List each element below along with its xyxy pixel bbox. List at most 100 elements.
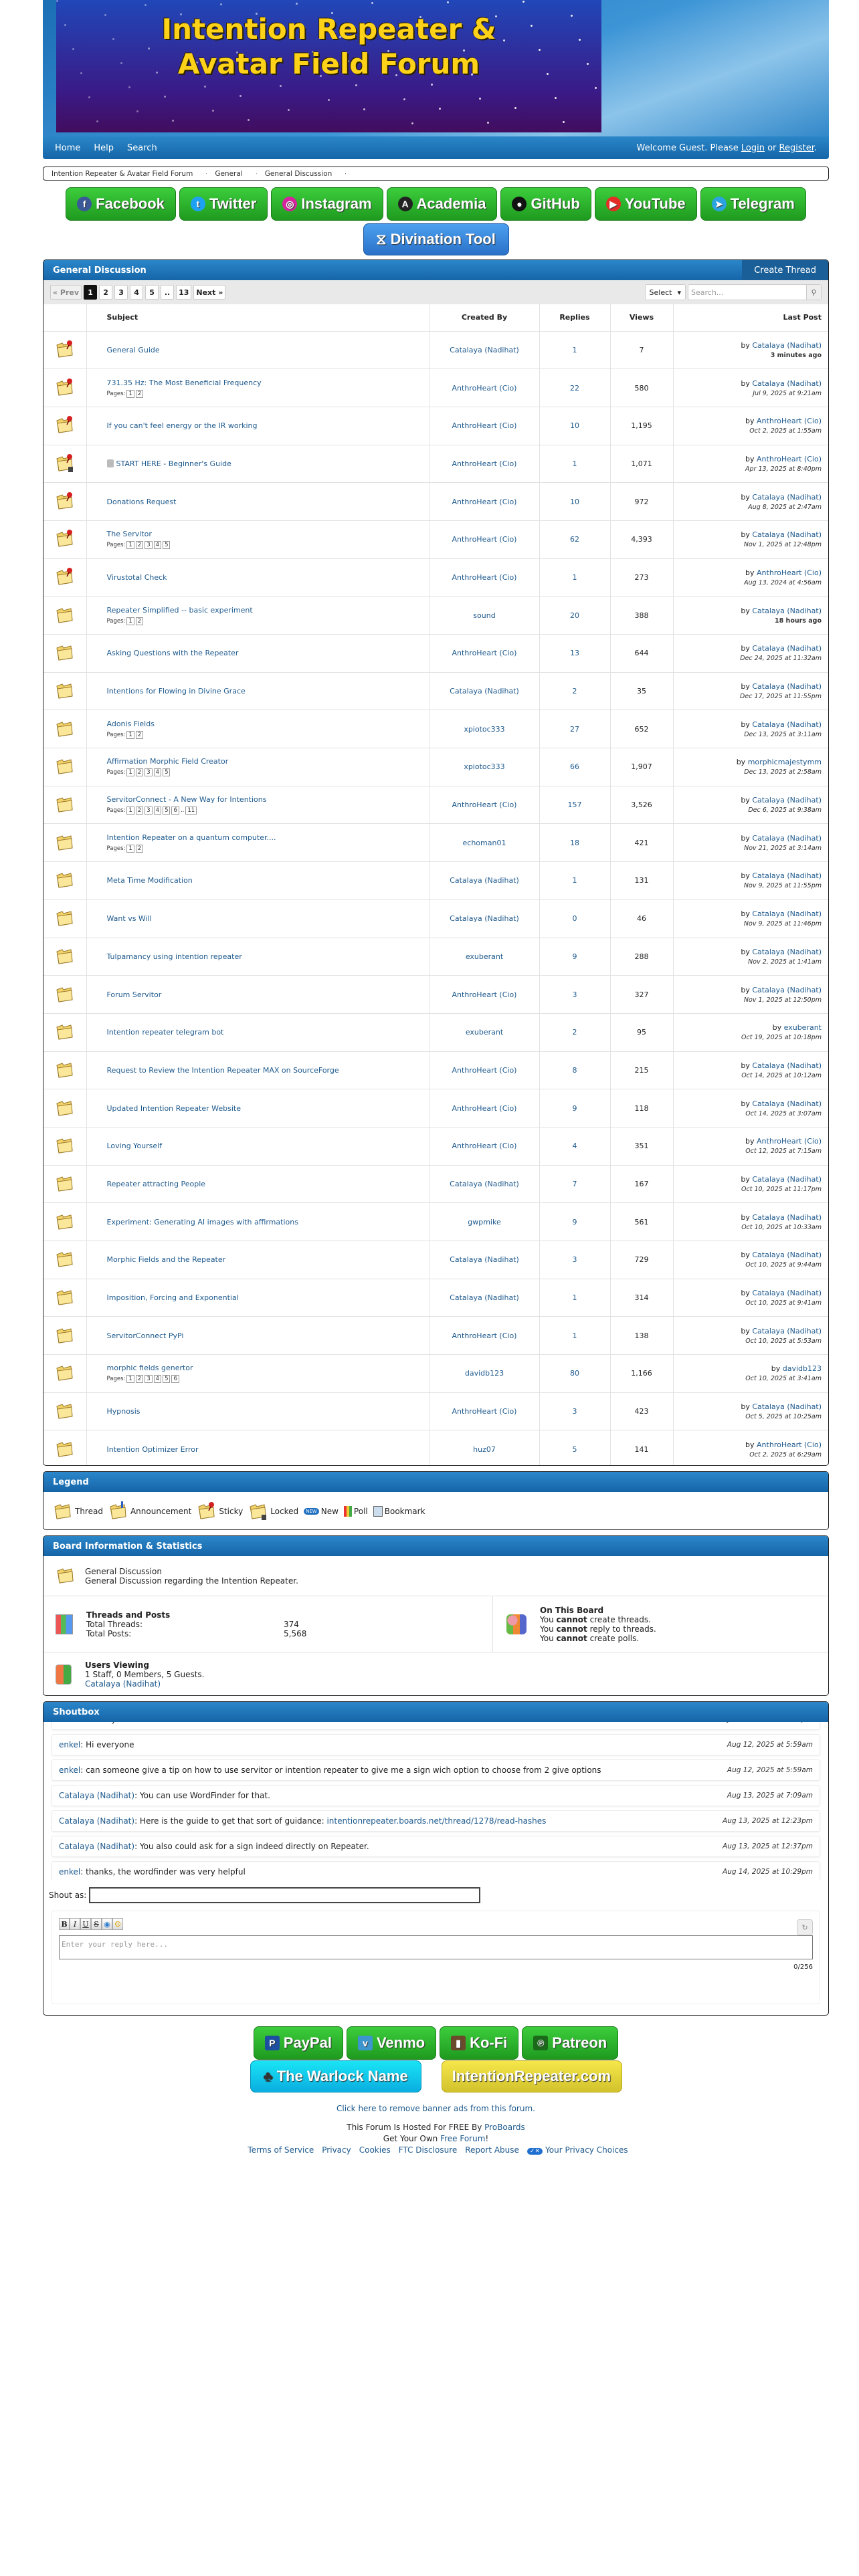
replies-link[interactable]: 0	[572, 914, 577, 924]
thread-title-link[interactable]: Request to Review the Intention Repeater…	[106, 1065, 339, 1075]
last-post-time[interactable]: Oct 10, 2025 at 9:44am	[745, 1261, 822, 1269]
replies-link[interactable]: 157	[567, 800, 582, 810]
page-2[interactable]: 2	[99, 285, 113, 300]
last-poster-link[interactable]: AnthroHeart (Cio)	[757, 1137, 822, 1146]
thread-title-link[interactable]: Intention Repeater on a quantum computer…	[106, 833, 276, 842]
thread-page-link[interactable]: 1	[126, 768, 134, 777]
replies-link[interactable]: 7	[572, 1179, 577, 1188]
shout-user-link[interactable]: Catalaya (Nadihat)	[59, 1842, 135, 1851]
thread-page-link[interactable]: 4	[153, 541, 162, 550]
thread-title-link[interactable]: Donations Request	[106, 497, 177, 506]
last-post-time[interactable]: Oct 10, 2025 at 9:41am	[745, 1299, 822, 1307]
last-post-time[interactable]: Nov 1, 2025 at 12:50pm	[743, 996, 822, 1004]
replies-link[interactable]: 66	[570, 762, 579, 772]
last-post-time[interactable]: Dec 13, 2025 at 2:58am	[744, 768, 822, 776]
last-poster-link[interactable]: Catalaya (Nadihat)	[752, 379, 822, 388]
thread-title-link[interactable]: Repeater Simplified -- basic experiment	[106, 605, 253, 615]
last-poster-link[interactable]: Catalaya (Nadihat)	[752, 1061, 822, 1070]
last-poster-link[interactable]: Catalaya (Nadihat)	[752, 909, 822, 919]
last-post-time[interactable]: Oct 12, 2025 at 7:15am	[745, 1148, 822, 1156]
thread-page-link[interactable]: 3	[145, 541, 153, 550]
thread-page-link[interactable]: 2	[135, 844, 144, 853]
thread-page-link[interactable]: 1	[126, 730, 134, 739]
thread-title-link[interactable]: Adonis Fields	[106, 719, 155, 728]
thread-title-link[interactable]: Virustotal Check	[106, 572, 167, 582]
creator-link[interactable]: davidb123	[464, 1369, 504, 1378]
replies-link[interactable]: 2	[572, 1028, 577, 1037]
nav-home[interactable]: Home	[55, 142, 81, 153]
thread-title-link[interactable]: Intention repeater telegram bot	[106, 1028, 224, 1037]
page-5[interactable]: 5	[145, 285, 159, 300]
creator-link[interactable]: exuberant	[465, 1028, 504, 1037]
creator-link[interactable]: Catalaya (Nadihat)	[450, 914, 519, 924]
replies-link[interactable]: 9	[572, 952, 577, 961]
thread-page-link[interactable]: 1	[126, 389, 134, 398]
thread-page-link[interactable]: 2	[135, 768, 144, 777]
refresh-icon[interactable]: ↻	[797, 1919, 813, 1935]
bold-button[interactable]: B	[59, 1918, 70, 1930]
col-created-by[interactable]: Created By	[430, 304, 540, 332]
replies-link[interactable]: 2	[572, 687, 577, 696]
last-post-time[interactable]: Oct 2, 2025 at 6:29am	[749, 1451, 822, 1459]
creator-link[interactable]: echoman01	[462, 838, 506, 847]
thread-title-link[interactable]: ServitorConnect - A New Way for Intentio…	[106, 795, 267, 804]
venmo-button[interactable]: v Venmo	[346, 2026, 437, 2060]
creator-link[interactable]: Catalaya (Nadihat)	[450, 1255, 519, 1265]
last-post-time[interactable]: Oct 10, 2025 at 5:53am	[745, 1337, 822, 1345]
col-last-post[interactable]: Last Post	[673, 304, 828, 332]
thread-title-link[interactable]: Tulpamancy using intention repeater	[106, 952, 242, 961]
thread-page-link[interactable]: 3	[145, 807, 153, 815]
last-poster-link[interactable]: Catalaya (Nadihat)	[752, 1402, 822, 1412]
last-poster-link[interactable]: davidb123	[782, 1364, 822, 1374]
nav-search[interactable]: Search	[127, 142, 157, 153]
replies-link[interactable]: 1	[572, 572, 577, 582]
thread-title-link[interactable]: Loving Yourself	[106, 1142, 163, 1151]
thread-page-link[interactable]: 1	[126, 807, 134, 815]
replies-link[interactable]: 10	[570, 421, 579, 431]
telegram-button[interactable]: ➤ Telegram	[700, 187, 806, 221]
creator-link[interactable]: AnthroHeart (Cio)	[452, 1407, 517, 1416]
shout-user-link[interactable]: Catalaya (Nadihat)	[59, 1791, 135, 1800]
last-poster-link[interactable]: Catalaya (Nadihat)	[752, 340, 822, 350]
thread-title-link[interactable]: If you can't feel energy or the IR worki…	[106, 421, 258, 431]
last-poster-link[interactable]: Catalaya (Nadihat)	[752, 530, 822, 540]
last-post-time[interactable]: Oct 10, 2025 at 3:41am	[745, 1375, 822, 1383]
thread-page-link[interactable]: 11	[185, 807, 197, 815]
thread-page-link[interactable]: 2	[135, 807, 144, 815]
last-post-time[interactable]: Apr 13, 2025 at 8:40pm	[745, 465, 822, 473]
thread-title-link[interactable]: START HERE - Beginner's Guide	[116, 459, 231, 468]
shout-user-link[interactable]: Catalaya (Nadihat)	[59, 1816, 135, 1826]
replies-link[interactable]: 1	[572, 876, 577, 885]
last-poster-link[interactable]: Catalaya (Nadihat)	[752, 833, 822, 843]
last-post-time[interactable]: Dec 6, 2025 at 9:38am	[748, 807, 822, 815]
creator-link[interactable]: xpiotoc333	[464, 762, 505, 772]
creator-link[interactable]: AnthroHeart (Cio)	[452, 990, 517, 999]
thread-title-link[interactable]: Affirmation Morphic Field Creator	[106, 757, 229, 766]
shout-user-link[interactable]: enkel	[59, 1867, 81, 1876]
remove-ads-link[interactable]: Click here to remove banner ads from thi…	[337, 2104, 535, 2113]
creator-link[interactable]: AnthroHeart (Cio)	[452, 383, 517, 393]
privacy-choices-link[interactable]: Your Privacy Choices	[545, 2145, 628, 2155]
creator-link[interactable]: AnthroHeart (Cio)	[452, 1142, 517, 1151]
last-post-time[interactable]: Oct 5, 2025 at 10:25am	[745, 1413, 822, 1421]
forum-banner-logo[interactable]: Intention Repeater & Avatar Field Forum	[56, 0, 601, 132]
thread-page-link[interactable]: 2	[135, 1375, 144, 1384]
thread-page-link[interactable]: 5	[163, 541, 171, 550]
thread-page-link[interactable]: 3	[145, 1375, 153, 1384]
replies-link[interactable]: 20	[570, 611, 579, 620]
replies-link[interactable]: 3	[572, 1255, 577, 1265]
last-post-time[interactable]: Nov 2, 2025 at 1:41am	[748, 958, 822, 966]
last-post-time[interactable]: Dec 17, 2025 at 11:55pm	[740, 693, 822, 701]
creator-link[interactable]: AnthroHeart (Cio)	[452, 1103, 517, 1113]
thread-title-link[interactable]: Meta Time Modification	[106, 876, 193, 885]
thread-title-link[interactable]: The Servitor	[106, 530, 152, 539]
underline-button[interactable]: U	[80, 1918, 91, 1930]
footer-link-ftc-disclosure[interactable]: FTC Disclosure	[398, 2145, 458, 2155]
last-poster-link[interactable]: Catalaya (Nadihat)	[752, 1289, 822, 1298]
last-post-time[interactable]: Oct 14, 2025 at 10:12am	[741, 1071, 822, 1079]
replies-link[interactable]: 27	[570, 724, 579, 734]
create-thread-button[interactable]: Create Thread	[742, 260, 828, 280]
thread-page-link[interactable]: 1	[126, 844, 134, 853]
thread-title-link[interactable]: Hypnosis	[106, 1407, 140, 1416]
replies-link[interactable]: 10	[570, 497, 579, 506]
